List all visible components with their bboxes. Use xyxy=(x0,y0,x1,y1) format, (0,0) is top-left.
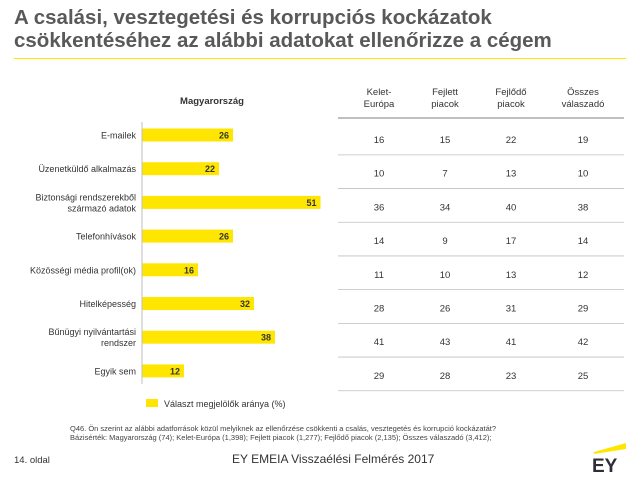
bar-value-label: 51 xyxy=(306,198,316,208)
table-cell: 31 xyxy=(506,304,517,315)
ey-logo-icon: EY xyxy=(592,443,626,474)
bar-value-label: 16 xyxy=(184,265,194,275)
table-cell: 28 xyxy=(374,304,385,315)
title-divider xyxy=(14,58,626,59)
table-header: Fejlődő xyxy=(495,87,526,98)
table-cell: 13 xyxy=(506,270,517,281)
category-label: származó adatok xyxy=(67,203,136,213)
table-cell: 7 xyxy=(442,169,447,180)
bar xyxy=(142,128,233,142)
bar-value-label: 32 xyxy=(240,299,250,309)
legend-swatch xyxy=(146,399,158,407)
bar xyxy=(142,263,198,277)
bar xyxy=(142,229,233,243)
category-label: Egyik sem xyxy=(94,366,136,376)
table-cell: 22 xyxy=(506,135,517,146)
ey-logo-text: EY xyxy=(592,456,618,474)
table-header: válaszadó xyxy=(562,99,605,110)
footnote-base: Bázisérték: Magyarország (74); Kelet-Eur… xyxy=(70,433,492,442)
table-cell: 36 xyxy=(374,202,385,213)
bar-value-label: 22 xyxy=(205,164,215,174)
table-header: Összes xyxy=(567,87,599,98)
table-cell: 26 xyxy=(440,304,451,315)
table-cell: 19 xyxy=(578,135,589,146)
table-cell: 38 xyxy=(578,202,589,213)
category-label: rendszer xyxy=(101,338,136,348)
table-cell: 41 xyxy=(506,337,517,348)
table-header: Európa xyxy=(364,99,395,110)
category-label: Telefonhívások xyxy=(76,232,137,242)
category-label: E-mailek xyxy=(101,131,137,141)
table-cell: 11 xyxy=(374,270,384,281)
bar-value-label: 26 xyxy=(219,232,229,242)
chart-title: Magyarország xyxy=(180,96,244,107)
category-label: Üzenetküldő alkalmazás xyxy=(38,164,136,174)
ey-logo-beam xyxy=(594,443,626,454)
table-header: piacok xyxy=(497,99,525,110)
table-cell: 41 xyxy=(374,337,385,348)
table-cell: 12 xyxy=(578,270,589,281)
table-cell: 25 xyxy=(578,371,589,382)
table-cell: 42 xyxy=(578,337,589,348)
table-cell: 29 xyxy=(578,304,589,315)
page-number: 14. oldal xyxy=(14,455,50,466)
table-cell: 10 xyxy=(374,169,385,180)
bar xyxy=(142,364,184,378)
table-header: piacok xyxy=(431,99,459,110)
table-cell: 10 xyxy=(440,270,451,281)
table-cell: 34 xyxy=(440,202,451,213)
category-label: Hitelképesség xyxy=(79,299,136,309)
table-header: Kelet- xyxy=(367,87,392,98)
bar xyxy=(142,195,321,209)
bar-value-label: 38 xyxy=(261,333,271,343)
category-label: Biztonsági rendszerekből xyxy=(35,192,136,202)
bar xyxy=(142,330,275,344)
category-label: Közösségi média profil(ok) xyxy=(30,265,136,275)
table-cell: 14 xyxy=(578,236,589,247)
table-cell: 10 xyxy=(578,169,589,180)
footnote-question: Q46. Ön szerint az alábbi adatforrások k… xyxy=(70,424,497,433)
bar xyxy=(142,297,254,310)
table-cell: 40 xyxy=(506,202,517,213)
table-cell: 17 xyxy=(506,236,517,247)
table-cell: 15 xyxy=(440,135,451,146)
table-cell: 9 xyxy=(442,236,447,247)
footer-title: EY EMEIA Visszaélési Felmérés 2017 xyxy=(232,452,435,466)
table-header: Fejlett xyxy=(432,87,458,98)
table-cell: 43 xyxy=(440,337,451,348)
table-cell: 23 xyxy=(506,371,517,382)
legend-label: Választ megjelölők aránya (%) xyxy=(164,399,286,409)
footnote: Q46. Ön szerint az alábbi adatforrások k… xyxy=(70,424,630,442)
bar-value-label: 26 xyxy=(219,131,229,141)
table-cell: 14 xyxy=(374,236,385,247)
table-cell: 28 xyxy=(440,371,451,382)
category-label: Bűnügyi nyilvántartási xyxy=(48,327,136,337)
page-title: A csalási, vesztegetési és korrupciós ko… xyxy=(14,6,552,52)
bar-value-label: 12 xyxy=(170,366,180,376)
table-cell: 13 xyxy=(506,169,517,180)
table-cell: 16 xyxy=(374,135,385,146)
table-cell: 29 xyxy=(374,371,385,382)
bar xyxy=(142,162,219,176)
